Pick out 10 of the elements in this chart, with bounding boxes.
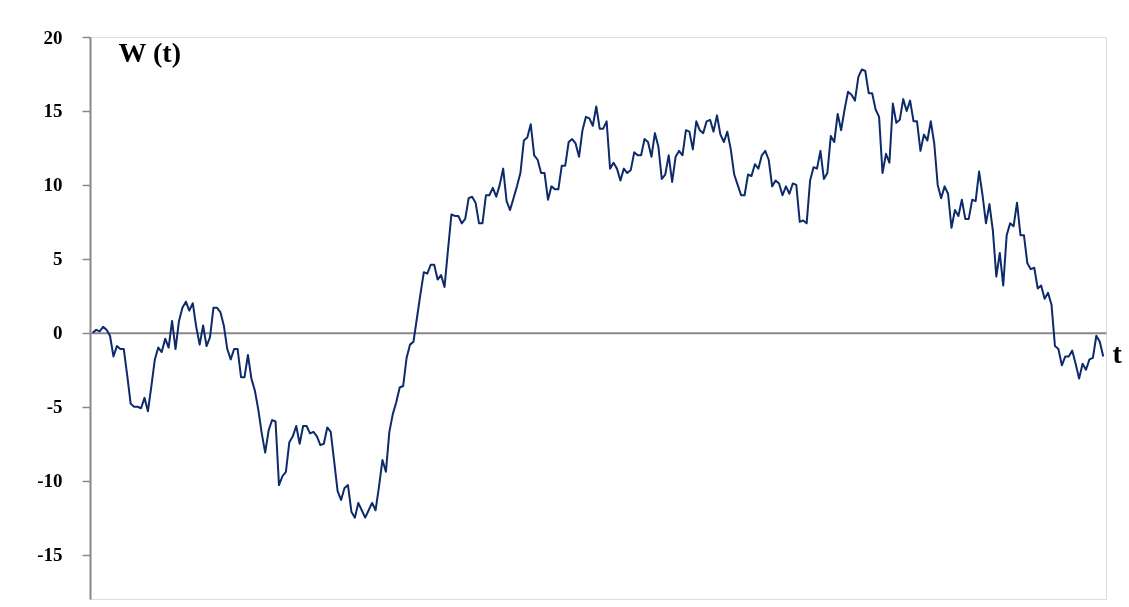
y-axis-title: W (t) [118, 36, 181, 68]
y-tick-label: 0 [53, 322, 63, 344]
y-tick-label: 5 [53, 248, 63, 270]
y-tick-label: -15 [37, 544, 63, 566]
y-tick-label: -10 [37, 470, 63, 492]
y-tick-label: 10 [43, 174, 63, 196]
y-tick-label: 20 [43, 26, 63, 48]
x-axis-title: t [1112, 338, 1123, 370]
y-tick-label: -5 [46, 396, 63, 418]
y-tick-label: 15 [43, 100, 63, 122]
